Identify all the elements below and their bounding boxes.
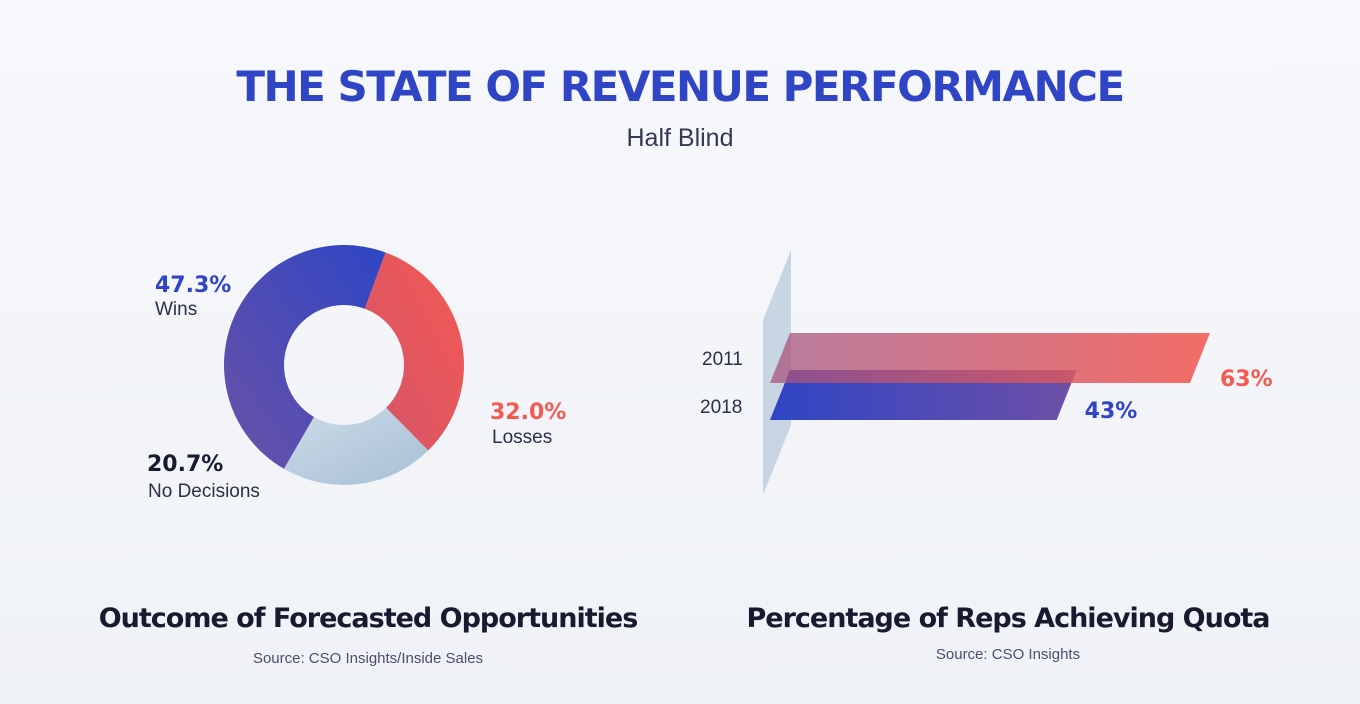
- bar-chart-source: Source: CSO Insights: [935, 646, 1081, 663]
- donut-slice-wins: [223, 244, 386, 469]
- bar-chart-title: Percentage of Reps Achieving Quota: [746, 603, 1270, 634]
- wins-category-label: Wins: [155, 299, 197, 320]
- bar-value-label-2018: 43%: [1085, 399, 1138, 424]
- losses-value-label: 32.0%: [490, 400, 566, 425]
- donut-slice-losses: [364, 252, 465, 451]
- category-label-2011: 2011: [702, 349, 743, 370]
- donut-slice-no-decisions: [284, 407, 429, 485]
- bar-2011: [770, 333, 1210, 383]
- wins-value-label: 47.3%: [155, 273, 231, 298]
- page-title: THE STATE OF REVENUE PERFORMANCE: [236, 62, 1125, 111]
- page-subtitle: Half Blind: [626, 124, 734, 152]
- losses-category-label: Losses: [492, 427, 552, 448]
- category-label-2018: 2018: [700, 397, 742, 418]
- no-decisions-category-label: No Decisions: [148, 481, 260, 502]
- donut-chart-title: Outcome of Forecasted Opportunities: [98, 603, 639, 634]
- bar-value-label-2011: 63%: [1220, 367, 1273, 392]
- no-decisions-value-label: 20.7%: [147, 452, 223, 477]
- donut-chart-source: Source: CSO Insights/Inside Sales: [252, 650, 484, 667]
